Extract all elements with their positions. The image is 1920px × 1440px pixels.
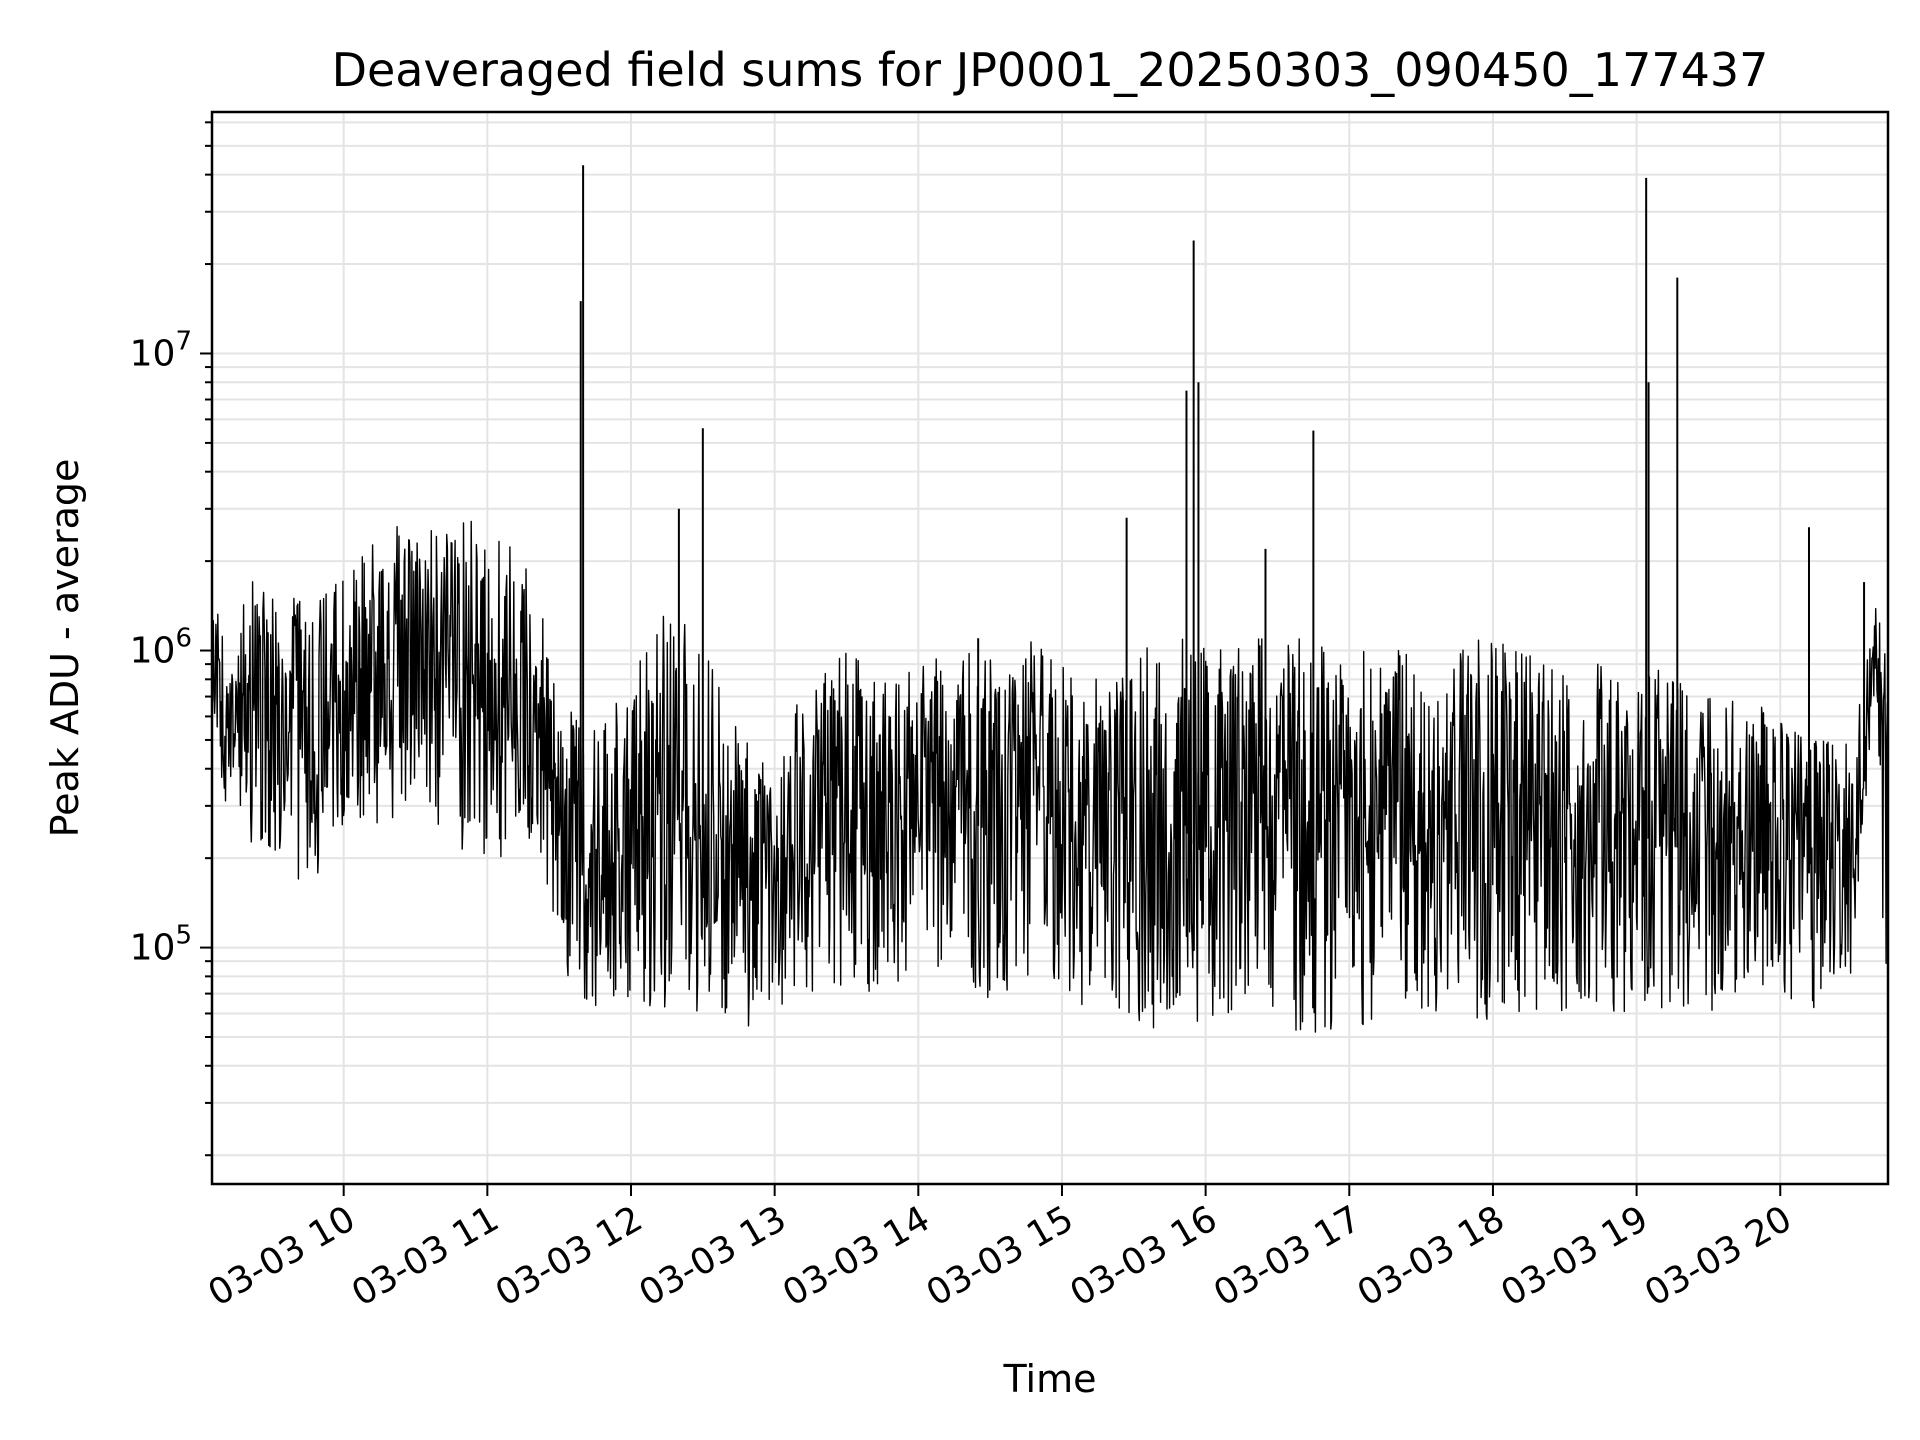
x-tick-label: 03-03 19 bbox=[1494, 1198, 1655, 1314]
x-tick-label: 03-03 14 bbox=[776, 1198, 937, 1314]
y-tick-label: 106 bbox=[130, 624, 192, 672]
x-tick-label: 03-03 18 bbox=[1351, 1198, 1512, 1314]
y-axis-label: Peak ADU - average bbox=[43, 459, 87, 838]
x-tick-label: 03-03 13 bbox=[632, 1198, 793, 1314]
x-tick-label: 03-03 17 bbox=[1207, 1198, 1368, 1314]
y-tick-label: 105 bbox=[130, 921, 192, 969]
x-tick-label: 03-03 12 bbox=[489, 1198, 650, 1314]
x-tick-label: 03-03 11 bbox=[345, 1198, 506, 1314]
plot-frame bbox=[210, 110, 1890, 1186]
x-tick-label: 03-03 10 bbox=[202, 1198, 363, 1314]
y-tick-label: 107 bbox=[130, 326, 192, 374]
x-axis-label: Time bbox=[1003, 1357, 1097, 1401]
x-tick-label: 03-03 16 bbox=[1063, 1198, 1224, 1314]
data-line bbox=[211, 520, 1889, 1033]
x-tick-label: 03-03 15 bbox=[920, 1198, 1081, 1314]
chart-title: Deaveraged field sums for JP0001_2025030… bbox=[332, 43, 1769, 97]
data-series bbox=[211, 165, 1889, 1033]
x-tick-label: 03-03 20 bbox=[1638, 1198, 1799, 1314]
